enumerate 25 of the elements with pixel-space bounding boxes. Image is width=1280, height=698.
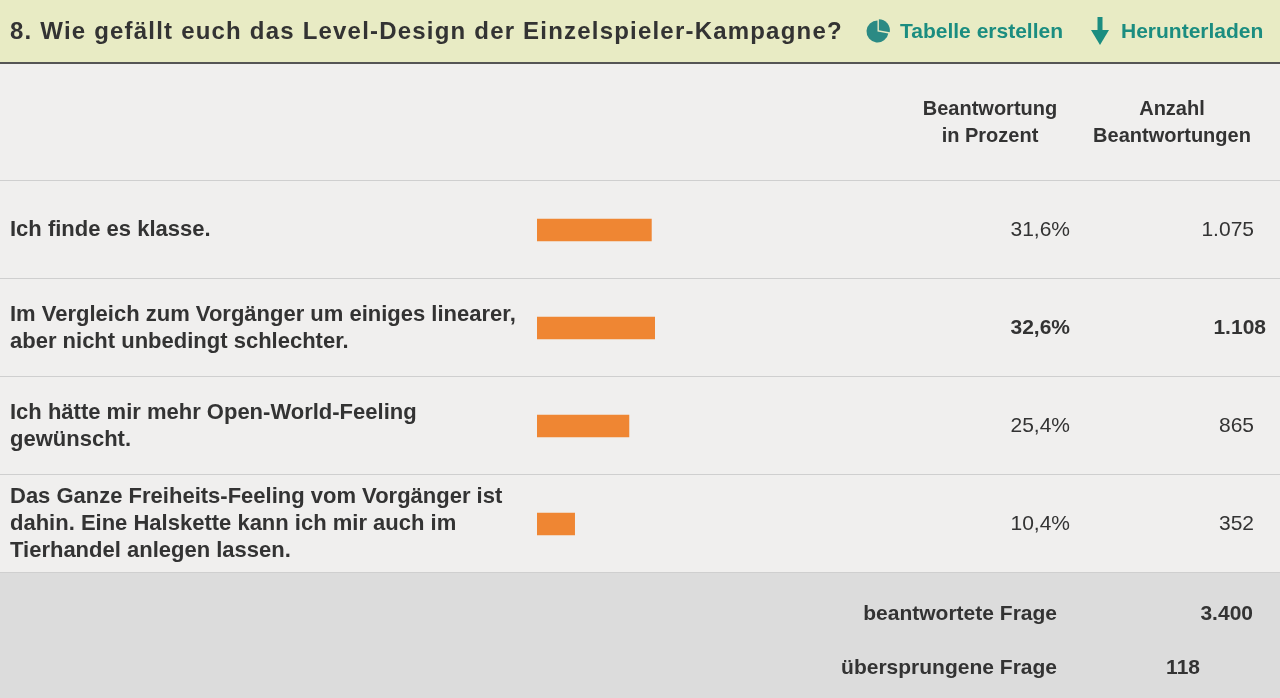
bar (537, 316, 655, 340)
text: beantwortete Frage (863, 600, 1057, 626)
y-tick-label: Ich finde es klasse. (10, 216, 211, 242)
text: 3.400 (1200, 600, 1253, 626)
chart-title: 8. Wie gefällt euch das Level-Design der Einzelspieler-Kampagne? (10, 16, 843, 46)
text: 865 (1218, 412, 1254, 436)
y-tick-label: Im Vergleich zum Vorgänger um einiges linearer, aber nicht unbedingt schlechter. (10, 300, 516, 353)
text: Tabelle erstellen (900, 18, 1064, 44)
data-label: 10,4% (1010, 510, 1070, 534)
text: Herunterladen (1121, 18, 1264, 44)
text: 118 (1166, 654, 1200, 680)
data-label: 25,4% (1010, 412, 1070, 436)
bar (537, 512, 575, 536)
data-label: 31,6% (1010, 216, 1070, 240)
text: Anzahl Beantwortungen (1093, 96, 1251, 148)
bar (537, 414, 630, 438)
text: 1.108 (1213, 314, 1267, 338)
text: 352 (1218, 510, 1254, 534)
text: Beantwortung in Prozent (922, 96, 1058, 148)
y-tick-label: Das Ganze Freiheits-Feeling vom Vorgänger ist dahin. Eine Halskette kann ich mir auch im Tierhandel anlegen lassen. (10, 483, 503, 563)
bar (537, 218, 652, 242)
text: 1.075 (1201, 216, 1254, 240)
y-tick-label: Ich hätte mir mehr Open-World-Feeling gewünscht. (10, 398, 417, 451)
text: übersprungene Frage (841, 654, 1057, 680)
data-label: 32,6% (1010, 314, 1071, 338)
